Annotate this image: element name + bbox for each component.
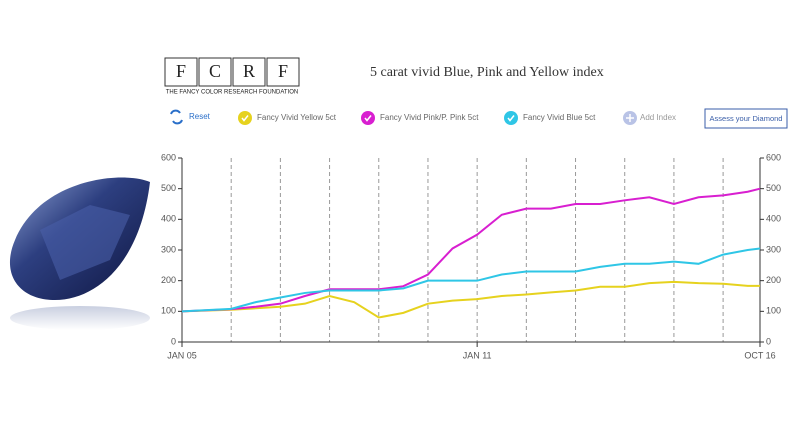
button-label[interactable]: Assess your Diamond bbox=[710, 114, 783, 123]
logo: F C R F THE FANCY COLOR RESEARCH FOUNDAT… bbox=[164, 57, 300, 96]
legend-label: Fancy Vivid Pink/P. Pink 5ct bbox=[380, 113, 479, 122]
legend-item[interactable]: Fancy Vivid Pink/P. Pink 5ct bbox=[361, 111, 479, 125]
y2-tick-label: 200 bbox=[766, 275, 781, 285]
chart-title: 5 carat vivid Blue, Pink and Yellow inde… bbox=[370, 65, 604, 80]
y-tick-label: 200 bbox=[161, 275, 176, 285]
assess-button[interactable]: Assess your Diamond bbox=[704, 108, 788, 129]
legend-check bbox=[364, 115, 372, 122]
add-index-label[interactable]: Add Index bbox=[640, 113, 676, 122]
y2-tick-label: 400 bbox=[766, 214, 781, 224]
y-tick-label: 300 bbox=[161, 244, 176, 254]
legend-swatch bbox=[504, 111, 518, 125]
legend-swatch bbox=[361, 111, 375, 125]
logo-letter: F bbox=[176, 61, 186, 81]
diamond-image bbox=[9, 177, 150, 330]
reset-control[interactable]: Reset bbox=[170, 109, 211, 125]
legend-item[interactable]: Fancy Vivid Yellow 5ct bbox=[238, 111, 337, 125]
x-tick-label: JAN 05 bbox=[167, 350, 197, 360]
y2-tick-label: 300 bbox=[766, 244, 781, 254]
legend-swatch bbox=[238, 111, 252, 125]
add-index[interactable]: Add Index bbox=[623, 111, 676, 125]
legend-label: Fancy Vivid Yellow 5ct bbox=[257, 113, 337, 122]
series-line bbox=[181, 247, 761, 313]
y2-tick-label: 500 bbox=[766, 183, 781, 193]
y-tick-label: 500 bbox=[161, 183, 176, 193]
y-tick-label: 100 bbox=[161, 306, 176, 316]
y-tick-label: 600 bbox=[161, 152, 176, 162]
reset-label[interactable]: Reset bbox=[189, 112, 211, 121]
legend-label: Fancy Vivid Blue 5ct bbox=[523, 113, 596, 122]
y2-tick-label: 100 bbox=[766, 306, 781, 316]
legend-item[interactable]: Fancy Vivid Blue 5ct bbox=[504, 111, 596, 125]
y-tick-label: 0 bbox=[171, 336, 176, 346]
legend-check bbox=[507, 115, 515, 122]
series-line bbox=[181, 187, 761, 313]
logo-subtitle: THE FANCY COLOR RESEARCH FOUNDATION bbox=[166, 90, 298, 96]
series-line bbox=[181, 280, 760, 319]
logo-letter: C bbox=[209, 61, 221, 81]
x-tick-label: OCT 16 bbox=[744, 350, 775, 360]
y2-tick-label: 0 bbox=[766, 336, 771, 346]
y2-tick-label: 600 bbox=[766, 152, 781, 162]
logo-letter: F bbox=[278, 61, 288, 81]
logo-letter: R bbox=[243, 61, 255, 81]
x-tick-label: JAN 11 bbox=[463, 350, 492, 360]
legend: Fancy Vivid Yellow 5ct Fancy Vivid Pink/P… bbox=[238, 111, 596, 125]
legend-check bbox=[241, 115, 249, 122]
y-tick-label: 400 bbox=[161, 214, 176, 224]
